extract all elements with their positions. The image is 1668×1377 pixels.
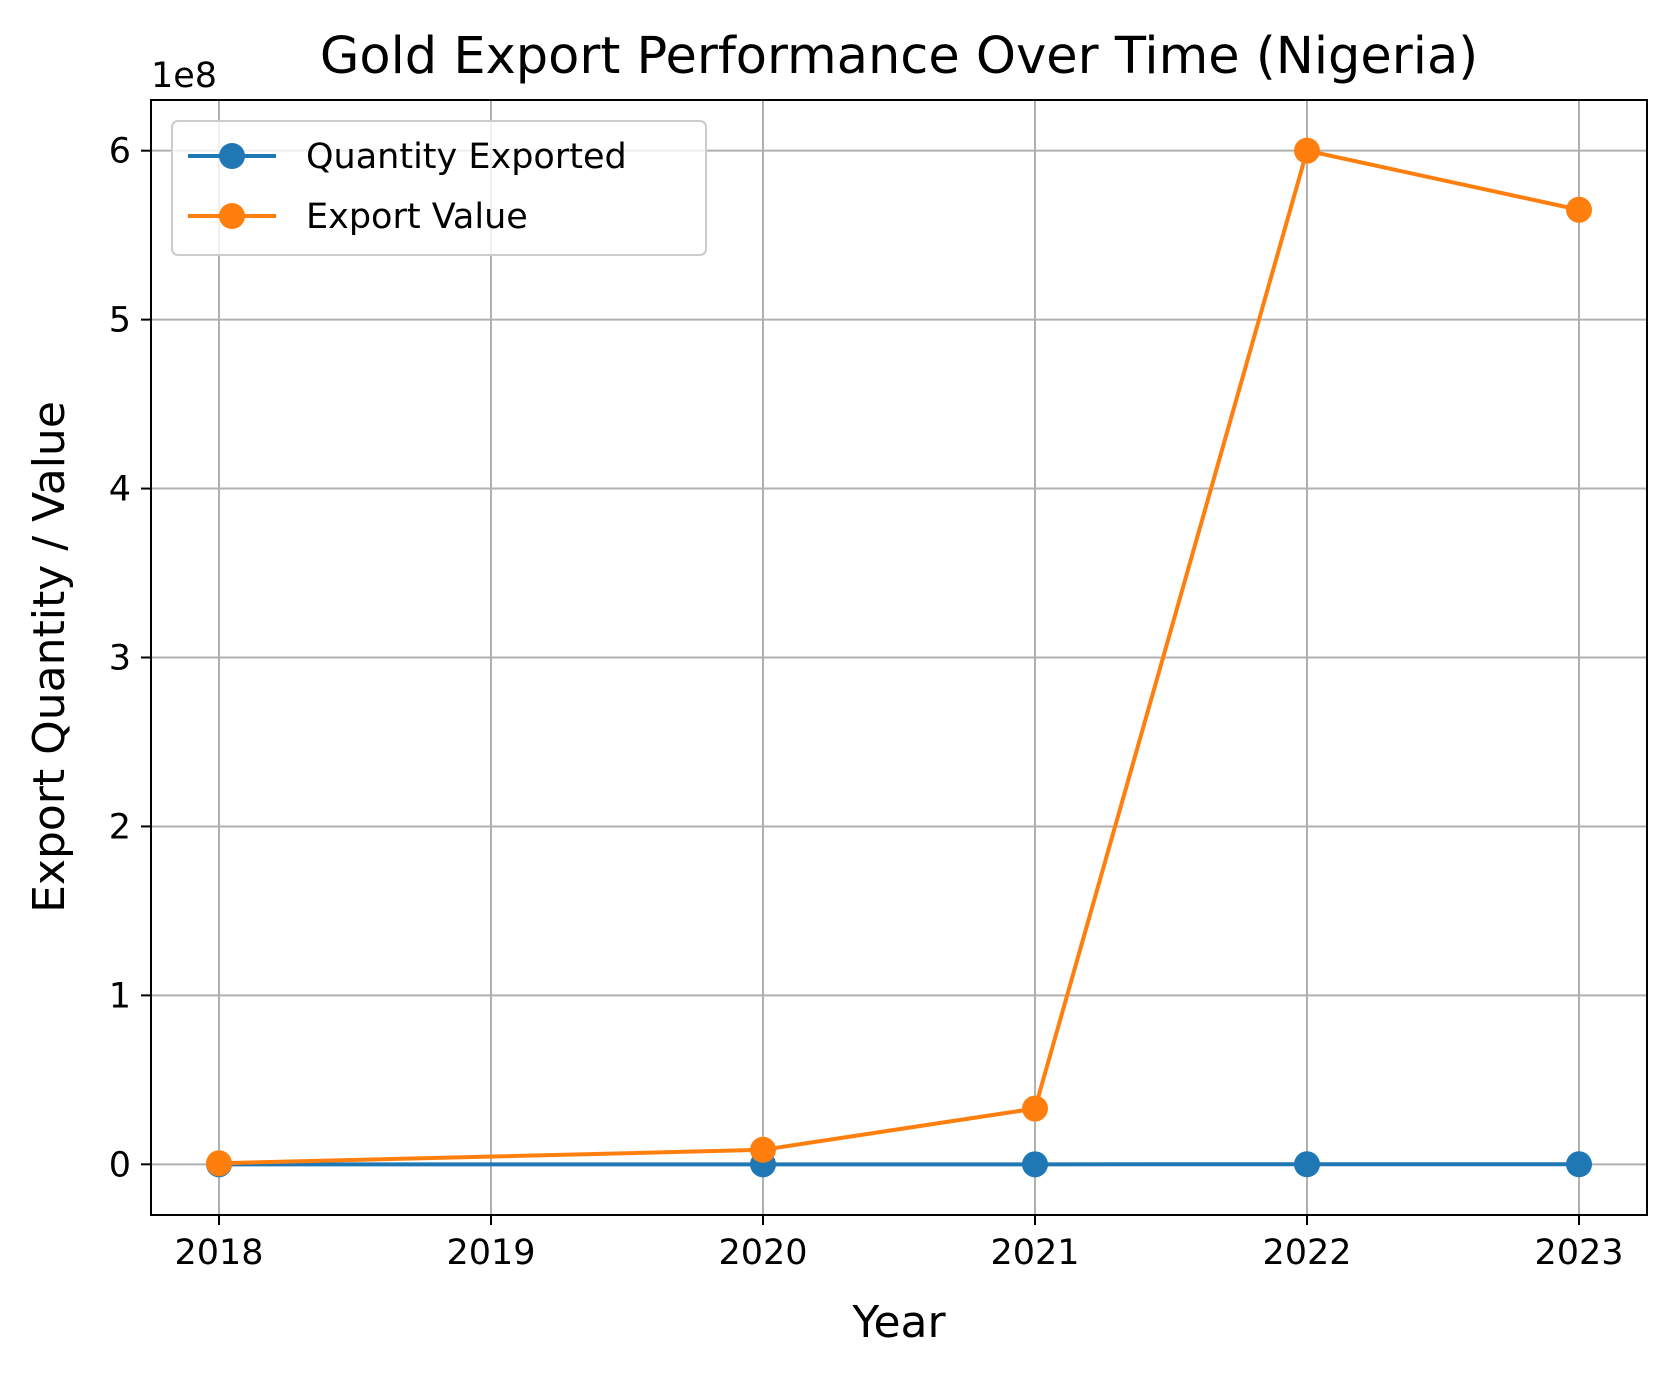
legend-label-quantity-exported: Quantity Exported	[306, 137, 627, 177]
y-tick-label: 0	[109, 1145, 131, 1185]
y-tick-label: 6	[109, 132, 131, 172]
legend-label-export-value: Export Value	[306, 197, 528, 237]
y-tick-label: 3	[109, 639, 131, 679]
x-tick-label: 2018	[174, 1233, 263, 1273]
chart-title: Gold Export Performance Over Time (Niger…	[320, 27, 1478, 86]
data-point-export-value	[1022, 1096, 1048, 1122]
data-point-quantity-exported	[1294, 1151, 1320, 1177]
data-point-export-value	[1294, 138, 1320, 164]
data-point-export-value	[206, 1150, 232, 1176]
y-tick-label: 4	[109, 470, 131, 510]
data-point-export-value	[1566, 197, 1592, 223]
y-tick-label: 2	[109, 807, 131, 847]
data-point-export-value	[750, 1137, 776, 1163]
y-axis-offset-label: 1e8	[151, 56, 217, 96]
x-tick-label: 2022	[1262, 1233, 1351, 1273]
y-tick-label: 1	[109, 976, 131, 1016]
legend-marker-quantity-exported	[219, 143, 245, 169]
legend: Quantity Exported Export Value	[172, 121, 706, 255]
y-axis-title: Export Quantity / Value	[24, 401, 75, 913]
data-point-quantity-exported	[1022, 1151, 1048, 1177]
x-axis-title: Year	[851, 1297, 946, 1348]
data-point-quantity-exported	[1566, 1151, 1592, 1177]
legend-marker-export-value	[219, 203, 245, 229]
x-tick-label: 2021	[990, 1233, 1079, 1273]
x-tick-label: 2019	[446, 1233, 535, 1273]
x-tick-label: 2023	[1534, 1233, 1623, 1273]
x-tick-label: 2020	[718, 1233, 807, 1273]
y-tick-label: 5	[109, 301, 131, 341]
